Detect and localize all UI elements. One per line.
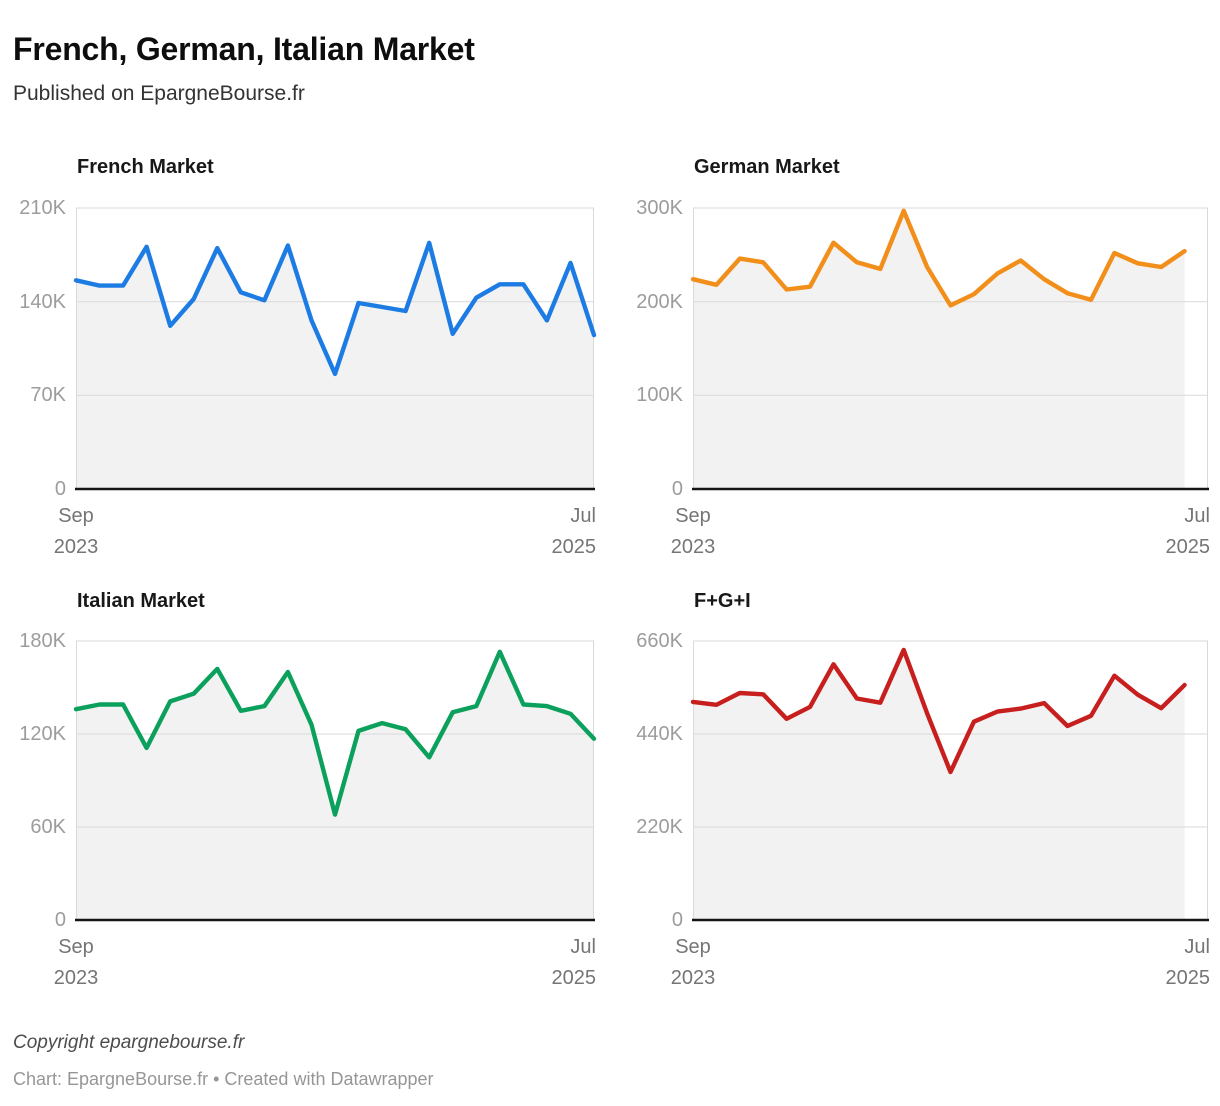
chart-panel-fgi: F+G+I Sep 2023 Jul 2025 660K 440K 220K 0	[617, 579, 1220, 1009]
series-line	[690, 208, 1187, 308]
x-tick-end: Jul 2025	[1165, 505, 1211, 558]
y-tick-label: 200K	[636, 290, 683, 313]
chart-panel-italian-market: Italian Market Sep 2023 Jul 2025 180K 120…	[0, 579, 603, 1009]
y-tick-label: 300K	[636, 197, 683, 219]
y-tick-label: 220K	[636, 816, 683, 838]
y-tick-label: 120K	[19, 723, 66, 745]
series-line	[73, 240, 597, 377]
italian-market-plot	[73, 640, 597, 922]
chart-title: French Market	[77, 156, 214, 178]
german-market-plot	[690, 207, 1209, 491]
fgi-plot	[690, 640, 1209, 922]
series-line	[73, 649, 597, 817]
page-title: French, German, Italian Market	[13, 31, 475, 68]
area-fill	[693, 210, 1185, 490]
series-line	[690, 647, 1187, 775]
attribution-byline: Chart: EpargneBourse.fr • Created with D…	[13, 1069, 434, 1089]
y-tick-label: 140K	[19, 290, 66, 313]
x-tick-start: Sep 2023	[53, 936, 99, 989]
y-tick-label: 100K	[636, 384, 683, 407]
area-fill	[693, 649, 1185, 920]
y-tick-label: 0	[54, 909, 66, 931]
area-fill	[76, 651, 594, 920]
x-tick-end: Jul 2025	[551, 936, 597, 989]
y-tick-label: 0	[671, 478, 683, 500]
y-tick-label: 440K	[636, 723, 683, 745]
y-tick-label: 0	[54, 478, 66, 500]
chart-panel-german-market: German Market Sep 2023 Jul 2025 300K 200K…	[617, 145, 1220, 575]
x-tick-end: Jul 2025	[1165, 936, 1211, 989]
chart-title: Italian Market	[77, 590, 205, 612]
french-market-plot	[73, 207, 597, 491]
x-tick-end: Jul 2025	[551, 505, 597, 558]
x-tick-start: Sep 2023	[53, 505, 99, 558]
chart-panel-french-market: French Market Sep 2023 Jul 2025 210K 140K…	[0, 145, 603, 575]
y-tick-label: 0	[671, 909, 683, 931]
chart-title: German Market	[694, 156, 840, 178]
y-tick-label: 60K	[30, 816, 66, 838]
y-tick-label: 210K	[19, 197, 66, 219]
x-tick-start: Sep 2023	[670, 505, 716, 558]
page-subtitle: Published on EpargneBourse.fr	[13, 82, 305, 105]
x-tick-start: Sep 2023	[670, 936, 716, 989]
chart-title: F+G+I	[694, 590, 751, 612]
y-tick-label: 180K	[19, 630, 66, 652]
area-fill	[76, 242, 594, 489]
y-tick-label: 70K	[30, 384, 66, 407]
y-tick-label: 660K	[636, 630, 683, 652]
copyright-note: Copyright epargnebourse.fr	[13, 1032, 245, 1053]
